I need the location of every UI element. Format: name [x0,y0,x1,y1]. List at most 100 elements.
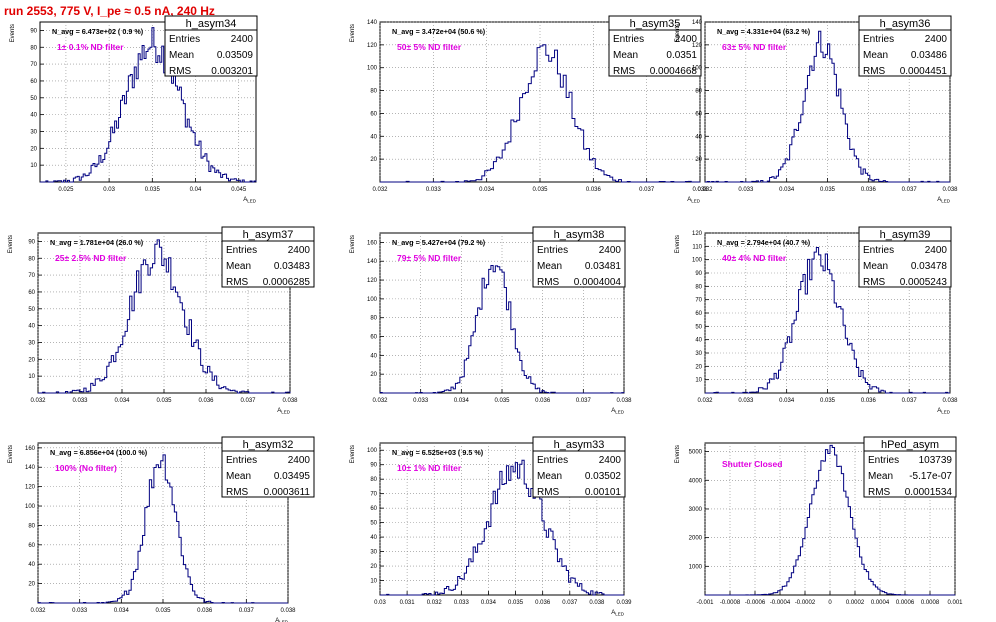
y-tick-label: 60 [30,79,37,85]
stats-box-frame [858,15,952,77]
x-tick-label: -0.001 [696,600,714,606]
histogram-line [380,44,700,183]
x-tick-label: 0.034 [479,187,495,193]
stat-name-rms: RMS [863,66,886,77]
navg-label: N_avg = 6.856e+04 (100.0 %) [50,448,148,457]
y-tick-label: 30 [28,340,35,346]
x-tick-label: 0.036 [535,600,551,606]
stat-name-entries: Entries [169,34,200,45]
histogram-title: h_asym38 [554,229,605,241]
x-tick-label: 0.036 [861,187,877,193]
navg-label: N_avg = 1.781e+04 (26.0 %) [50,238,144,247]
stat-value-rms: 0.0003611 [263,487,310,498]
y-tick-label: 120 [692,231,703,237]
x-tick-label: 0.037 [576,398,592,404]
histogram-panel-h_asym32: 0.032 0.033 0.034 0.035 0.036 0.037 0.038 20 40 6… [8,436,315,622]
y-tick-label: 70 [695,298,702,304]
histogram-title: h_asym39 [880,229,931,241]
y-tick-label: 70 [30,62,37,68]
y-tick-label: 80 [695,89,702,95]
filter-label: 100% (No filter) [55,463,117,473]
stat-name-rms: RMS [613,66,636,77]
x-axis-label: ALED [937,197,951,204]
x-tick-label: 0.034 [114,398,130,404]
x-tick-label: 0.033 [72,608,88,614]
y-tick-label: 40 [695,134,702,140]
y-axis-label: Events [675,445,681,463]
y-tick-label: 160 [367,240,378,246]
y-tick-label: 5000 [689,450,703,456]
y-tick-label: 90 [30,28,37,34]
histogram-title: h_asym32 [243,439,294,451]
x-tick-label: -0.0002 [795,600,816,606]
x-tick-label: 0.0002 [846,600,865,606]
x-tick-label: 0.031 [400,600,416,606]
filter-label: 79± 5% ND filter [397,253,462,263]
y-tick-label: 20 [28,357,35,363]
x-tick-label: 0.0006 [896,600,915,606]
y-tick-label: 40 [30,113,37,119]
y-tick-label: 90 [695,271,702,277]
stats-box: h_asym36 Entries 2400 Mean 0.03486 RMS 0.00044… [858,15,952,77]
y-tick-label: 40 [370,353,377,359]
navg-label: N_avg = 6.473e+02 ( 0.9 %) [52,27,144,36]
stat-name-mean: Mean [868,471,893,482]
filter-label: 63± 5% ND filter [722,42,787,52]
stat-value-entries: 2400 [599,455,622,466]
stat-value-rms: 0.0004668 [650,66,698,77]
x-axis-label: ALED [687,197,701,204]
stat-name-mean: Mean [863,261,888,272]
x-axis-label: ALED [937,408,951,415]
y-tick-label: 60 [370,506,377,512]
filter-label: Shutter Closed [722,459,782,469]
stats-box: h_asym33 Entries 2400 Mean 0.03502 RMS 0.00101 [532,436,626,498]
x-tick-label: 0.035 [820,398,836,404]
stats-box: h_asym38 Entries 2400 Mean 0.03481 RMS 0.00040… [532,226,626,288]
x-tick-label: 0.033 [738,187,754,193]
x-tick-label: 0.037 [639,187,655,193]
stat-name-entries: Entries [226,245,257,256]
stat-name-rms: RMS [863,277,886,288]
y-tick-label: 100 [692,66,703,72]
y-tick-label: 60 [370,335,377,341]
x-axis-label: ALED [275,618,289,622]
x-tick-label: 0.038 [942,187,958,193]
stat-value-mean: 0.03495 [274,471,311,482]
x-tick-label: 0.038 [282,398,298,404]
y-axis-label: Events [350,24,356,42]
y-tick-label: 90 [28,239,35,245]
y-tick-label: 60 [695,111,702,117]
histogram-panel-h_asym35: 0.032 0.033 0.034 0.035 0.036 0.037 0.038 20 40 6… [350,15,708,204]
y-tick-label: 100 [367,66,378,72]
stat-name-entries: Entries [613,34,644,45]
y-tick-label: 40 [28,562,35,568]
filter-label: 50± 5% ND filter [397,42,462,52]
x-tick-label: 0.035 [494,398,510,404]
y-tick-label: 20 [370,157,377,163]
stats-box-frame [532,226,626,288]
y-tick-label: 140 [367,20,378,26]
histogram-title: hPed_asym [881,439,939,451]
x-tick-label: 0.038 [616,398,632,404]
stat-name-entries: Entries [863,34,894,45]
stat-value-entries: 2400 [675,34,698,45]
y-tick-label: 30 [695,351,702,357]
stat-value-rms: 0.0006285 [263,277,311,288]
y-tick-label: 120 [25,485,36,491]
y-tick-label: 80 [28,256,35,262]
y-tick-label: 80 [370,477,377,483]
y-tick-label: 140 [692,20,703,26]
y-axis-label: Events [8,235,14,253]
x-tick-label: 0 [828,600,832,606]
stats-box: h_asym34 Entries 2400 Mean 0.03509 RMS 0.00320… [164,15,258,77]
y-tick-label: 20 [695,157,702,163]
x-tick-label: 0.04 [190,187,202,193]
histogram-panel-h_asym36: 0.032 0.033 0.034 0.035 0.036 0.037 0.038 20 40 6… [675,15,958,204]
stat-value-mean: 0.03481 [585,261,622,272]
x-tick-label: 0.035 [508,600,524,606]
x-tick-label: 0.034 [454,398,470,404]
x-tick-label: 0.03 [103,187,115,193]
stat-name-rms: RMS [226,487,249,498]
x-tick-label: 0.037 [240,398,256,404]
y-tick-label: 80 [370,89,377,95]
